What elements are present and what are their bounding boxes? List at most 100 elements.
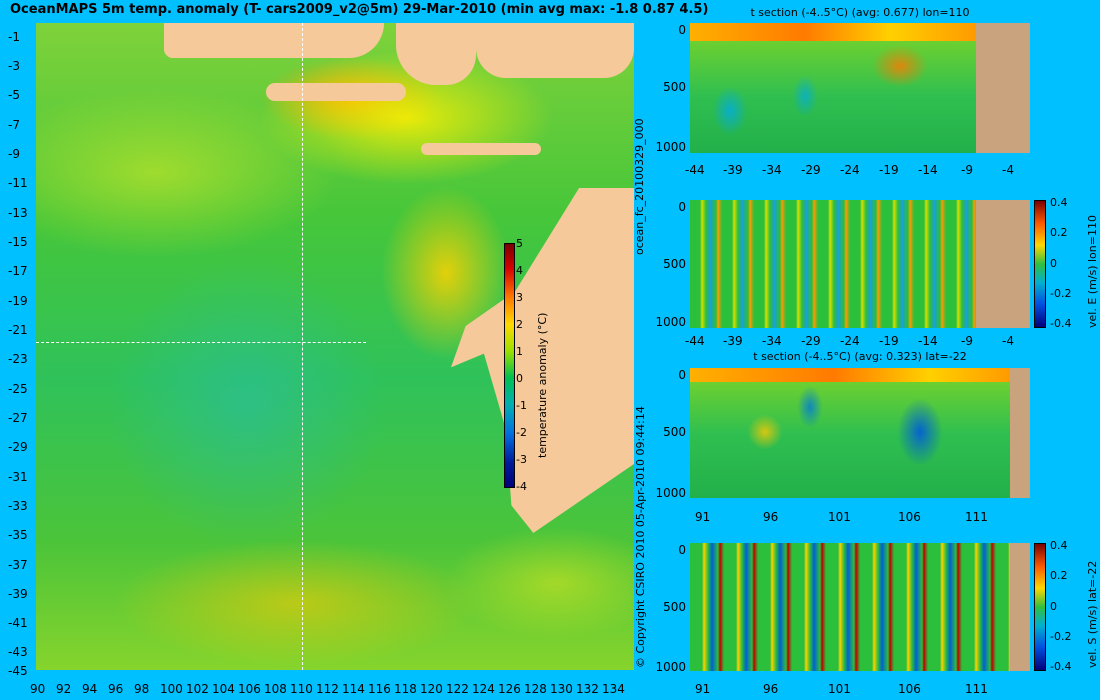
y-tick: 500: [663, 425, 686, 439]
section-4-colorbar-label: vel. S (m/s) lat=-22: [1086, 560, 1099, 668]
lat-tick: -23: [8, 352, 28, 366]
x-tick: -9: [961, 334, 973, 348]
lon-tick: 98: [134, 682, 150, 696]
lat-tick: -17: [8, 264, 28, 278]
section-2-plot[interactable]: [690, 200, 1030, 328]
section-3-title: t section (-4..5°C) (avg: 0.323) lat=-22: [753, 350, 967, 363]
y-tick: 0: [678, 200, 686, 214]
colorbar-tick: 0.4: [1050, 539, 1068, 552]
lon-tick: 134: [602, 682, 625, 696]
sumatra-land: [164, 23, 384, 58]
colorbar-tick: 0.2: [1050, 569, 1068, 582]
lat-tick: -45: [8, 664, 28, 678]
x-tick: -34: [762, 334, 782, 348]
section-2-x-axis: -44 -39 -34 -29 -24 -19 -14 -9 -4: [685, 334, 1035, 350]
colorbar-tick: 4: [516, 264, 523, 277]
run-id: ocean_fc_20100329_000: [633, 118, 646, 255]
section-1-land: [976, 23, 1030, 153]
longitude-axis: 90 92 94 96 98 100 102 104 106 108 110 1…: [30, 682, 640, 698]
lat-tick: -7: [8, 118, 20, 132]
colorbar-tick: 5: [516, 237, 523, 250]
x-tick: -29: [801, 163, 821, 177]
x-tick: -19: [879, 334, 899, 348]
lon-tick: 104: [212, 682, 235, 696]
section-1-surface-warm: [690, 23, 976, 41]
x-tick: 91: [695, 682, 711, 696]
y-tick: 1000: [655, 140, 686, 154]
lon-tick: 128: [524, 682, 547, 696]
lon-tick: 110: [290, 682, 313, 696]
colorbar-tick: 1: [516, 345, 523, 358]
lon-tick: 122: [446, 682, 469, 696]
section-4-colorbar: [1034, 543, 1046, 671]
y-tick: 500: [663, 257, 686, 271]
lon-tick: 90: [30, 682, 46, 696]
section-1-y-axis: 0 500 1000: [650, 23, 688, 158]
x-tick: -44: [685, 163, 705, 177]
lat-tick: -21: [8, 323, 28, 337]
section-4-plot[interactable]: [690, 543, 1030, 671]
section-2-y-axis: 0 500 1000: [650, 200, 688, 332]
y-tick: 0: [678, 543, 686, 557]
lat-tick: -25: [8, 382, 28, 396]
section-1-title: t section (-4..5°C) (avg: 0.677) lon=110: [750, 6, 970, 19]
lat-tick: -15: [8, 235, 28, 249]
section-3-surface-warm: [690, 368, 1010, 382]
x-tick: -34: [762, 163, 782, 177]
colorbar-tick: -4: [516, 480, 527, 493]
x-tick: 111: [965, 682, 988, 696]
lat-tick: -29: [8, 440, 28, 454]
section-4-x-axis: 91 96 101 106 111: [695, 682, 1035, 698]
lon-tick: 96: [108, 682, 124, 696]
x-tick: -14: [918, 334, 938, 348]
x-tick: 106: [898, 510, 921, 524]
lon-tick: 106: [238, 682, 261, 696]
section-3-plot[interactable]: [690, 368, 1030, 498]
y-tick: 500: [663, 600, 686, 614]
sulawesi-land: [476, 23, 634, 78]
x-tick: 106: [898, 682, 921, 696]
section-4-colorbar-ticks: 0.4 0.2 0 -0.2 -0.4: [1050, 539, 1080, 675]
section-2-land: [976, 200, 1030, 328]
lat-tick: -41: [8, 616, 28, 630]
lat-tick: -37: [8, 558, 28, 572]
lon-tick: 92: [56, 682, 72, 696]
map-title: OceanMAPS 5m temp. anomaly (T- cars2009_…: [10, 2, 709, 17]
y-tick: 0: [678, 368, 686, 382]
x-tick: -4: [1002, 163, 1014, 177]
colorbar-tick: -1: [516, 399, 527, 412]
lat-tick: -5: [8, 88, 20, 102]
lat-tick: -11: [8, 176, 28, 190]
x-tick: 96: [763, 682, 779, 696]
colorbar-tick: 0: [516, 372, 523, 385]
section-2-colorbar-ticks: 0.4 0.2 0 -0.2 -0.4: [1050, 196, 1080, 332]
lon-tick: 114: [342, 682, 365, 696]
lat-tick: -19: [8, 294, 28, 308]
x-tick: 101: [828, 682, 851, 696]
section-1-plot[interactable]: [690, 23, 1030, 153]
lat-tick: -3: [8, 59, 20, 73]
colorbar-tick: 0: [1050, 257, 1057, 270]
x-tick: -24: [840, 334, 860, 348]
section-4-y-axis: 0 500 1000: [650, 543, 688, 675]
x-tick: 111: [965, 510, 988, 524]
temperature-anomaly-map[interactable]: 5 4 3 2 1 0 -1 -2 -3 -4 temperature anom…: [36, 23, 634, 670]
y-tick: 1000: [655, 315, 686, 329]
lon-tick: 112: [316, 682, 339, 696]
x-tick: -9: [961, 163, 973, 177]
section-1-x-axis: -44 -39 -34 -29 -24 -19 -14 -9 -4: [685, 163, 1035, 179]
colorbar-tick: -0.2: [1050, 630, 1072, 643]
section-3-y-axis: 0 500 1000: [650, 368, 688, 503]
lat-tick: -31: [8, 470, 28, 484]
nusa-tenggara-land: [421, 143, 541, 155]
x-tick: -24: [840, 163, 860, 177]
x-tick: -14: [918, 163, 938, 177]
x-tick: -29: [801, 334, 821, 348]
lat-tick: -27: [8, 411, 28, 425]
lon-tick: 124: [472, 682, 495, 696]
colorbar-ticks: 5 4 3 2 1 0 -1 -2 -3 -4: [516, 237, 536, 497]
colorbar-tick: -3: [516, 453, 527, 466]
lon-tick: 108: [264, 682, 287, 696]
java-land: [266, 83, 406, 101]
lon-tick: 120: [420, 682, 443, 696]
